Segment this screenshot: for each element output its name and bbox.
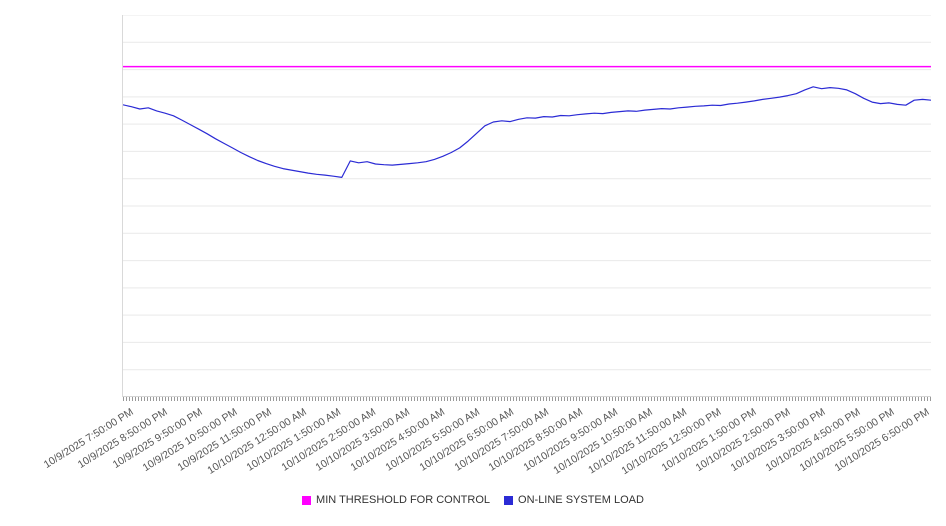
x-axis-labels: 10/9/2025 7:50:00 PM 10/9/2025 8:50:00 PM… [41, 402, 931, 492]
plot-area: 10/9/2025 7:50:00 PM 10/9/2025 8:50:00 PM… [41, 15, 931, 477]
line-chart [123, 15, 931, 397]
chart-legend: MIN THRESHOLD FOR CONTROL ON-LINE SYSTEM… [0, 494, 946, 506]
legend-label-system-load: ON-LINE SYSTEM LOAD [518, 494, 644, 506]
legend-item-system-load[interactable]: ON-LINE SYSTEM LOAD [504, 494, 644, 506]
x-axis-minor-ticks [123, 397, 931, 401]
legend-swatch-min-threshold [302, 495, 312, 505]
legend-swatch-system-load [504, 495, 514, 505]
system-load-line [123, 86, 931, 178]
legend-label-min-threshold: MIN THRESHOLD FOR CONTROL [316, 494, 491, 506]
legend-item-min-threshold[interactable]: MIN THRESHOLD FOR CONTROL [302, 494, 490, 506]
